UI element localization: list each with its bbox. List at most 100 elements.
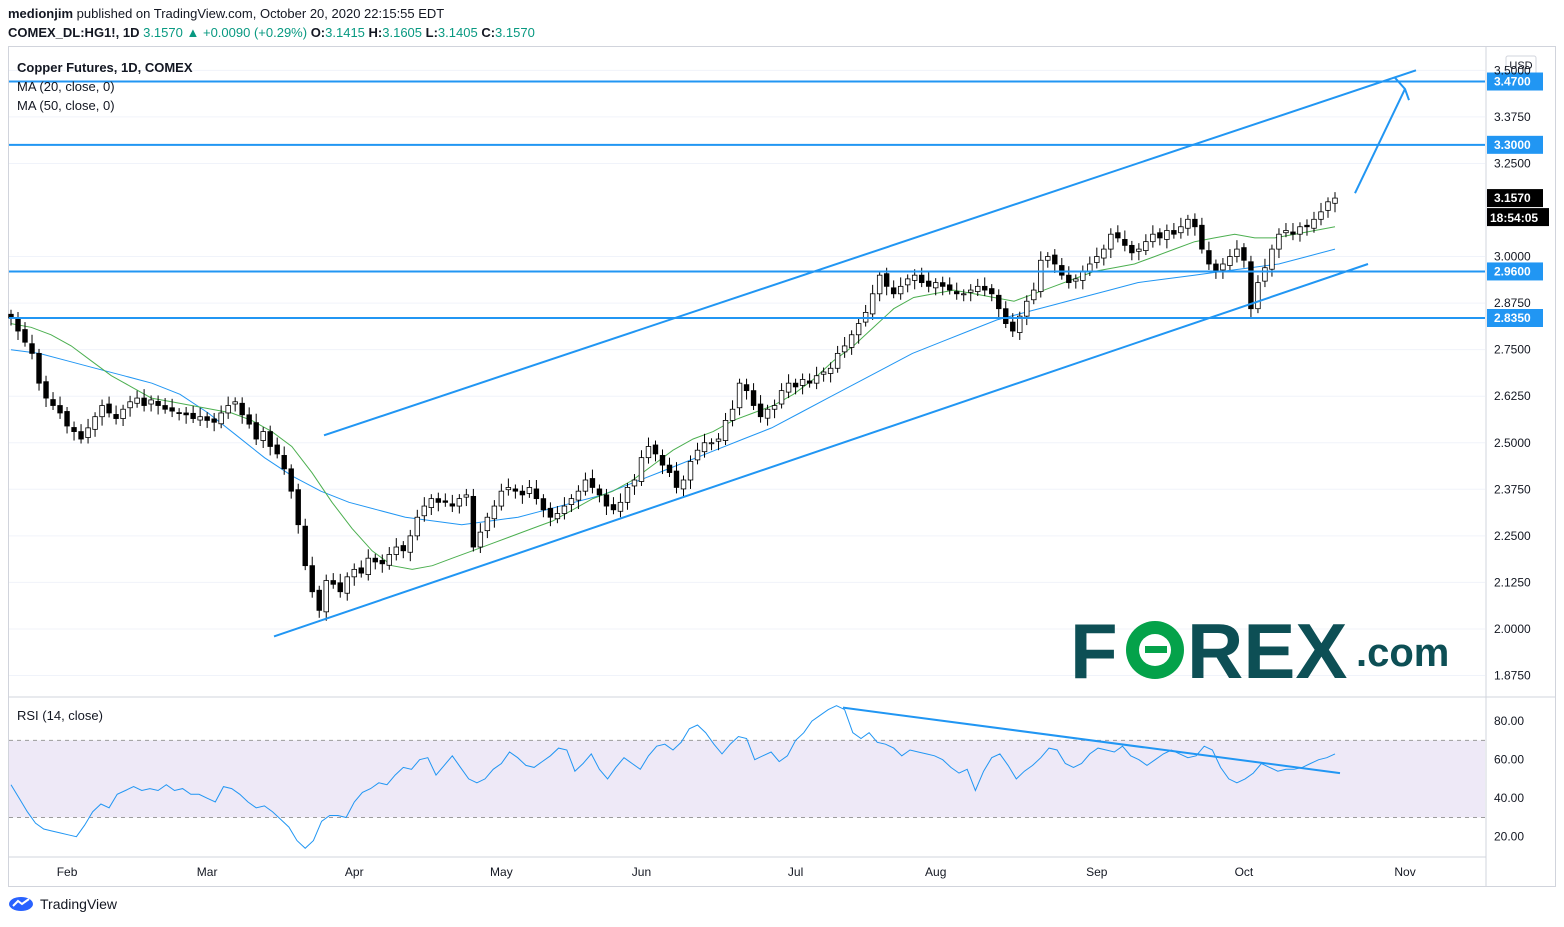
candle — [1227, 249, 1233, 270]
candle — [834, 345, 841, 373]
candle — [484, 512, 491, 539]
candle — [575, 485, 582, 510]
candle — [463, 488, 470, 507]
candle — [498, 483, 505, 511]
last-price: 3.1570 — [143, 25, 183, 40]
candle — [1031, 282, 1037, 305]
candle — [1325, 197, 1331, 218]
tradingview-footer[interactable]: TradingView — [8, 896, 117, 912]
candle — [120, 404, 126, 426]
candle — [890, 280, 897, 299]
ma20-line — [10, 226, 1336, 570]
candle — [309, 556, 315, 598]
candle — [869, 284, 876, 320]
candle — [78, 424, 84, 444]
candle — [996, 289, 1002, 318]
candle — [29, 334, 35, 360]
candle — [113, 405, 119, 425]
month-label: Aug — [925, 865, 946, 879]
candle — [989, 284, 995, 302]
rsi-tick-label: 40.00 — [1494, 791, 1524, 805]
chart-frame — [8, 46, 1556, 887]
candle — [961, 289, 967, 302]
candle — [1066, 266, 1072, 289]
candle — [491, 500, 498, 528]
candle — [449, 494, 456, 513]
candle — [1220, 258, 1226, 279]
candle — [302, 518, 308, 571]
candle — [1262, 258, 1268, 288]
candle — [379, 554, 385, 573]
price-tick-label: 3.0000 — [1494, 250, 1531, 264]
candle — [141, 389, 147, 412]
chart-title: Copper Futures, 1D, COMEX — [17, 60, 193, 75]
projection-arrow-head — [1394, 77, 1410, 101]
candle — [673, 462, 680, 494]
open-value: 3.1415 — [325, 25, 365, 40]
candle — [848, 330, 855, 355]
rsi-tick-label: 60.00 — [1494, 753, 1524, 767]
candle — [1171, 223, 1177, 239]
candle — [1024, 295, 1030, 326]
candle — [862, 304, 869, 327]
forex-logo-f: F — [1070, 607, 1118, 695]
candle — [785, 374, 792, 399]
candle — [50, 392, 56, 410]
candle — [71, 421, 77, 441]
candle — [687, 455, 694, 489]
currency-label: USD — [1509, 60, 1532, 72]
candle — [22, 322, 28, 347]
candle — [1073, 274, 1079, 289]
rsi-tick-label: 80.00 — [1494, 714, 1524, 728]
candle — [1255, 275, 1261, 314]
month-label: Jul — [788, 865, 803, 879]
candle — [1199, 217, 1205, 254]
rsi-tick-label: 20.00 — [1494, 830, 1524, 844]
month-label: Sep — [1086, 865, 1108, 879]
candle — [1038, 251, 1044, 298]
candle — [351, 563, 357, 586]
candle — [253, 413, 259, 445]
candle — [519, 485, 526, 504]
candle — [554, 506, 561, 524]
candle — [904, 274, 911, 293]
svg-text:2.8350: 2.8350 — [1494, 311, 1531, 325]
published-text: published on TradingView.com, October 20… — [76, 6, 445, 21]
candle — [470, 488, 477, 552]
candle — [526, 480, 533, 498]
candle — [729, 400, 736, 427]
candle — [162, 398, 168, 414]
candle — [1101, 244, 1107, 266]
countdown-label: 18:54:05 — [1487, 208, 1549, 227]
price-tick-label: 1.8750 — [1494, 669, 1531, 683]
candle — [43, 375, 49, 408]
candle — [323, 574, 329, 621]
candle — [372, 553, 378, 570]
candle — [610, 497, 617, 515]
candle — [1010, 313, 1016, 337]
candle — [750, 383, 757, 410]
rsi-legend: RSI (14, close) — [17, 708, 103, 723]
candle — [1318, 202, 1324, 226]
candle — [456, 494, 463, 514]
candle — [393, 538, 399, 561]
candle — [1136, 243, 1142, 261]
high-value: 3.1605 — [382, 25, 423, 40]
candle — [813, 366, 820, 390]
candle — [589, 469, 596, 494]
month-label: Jun — [632, 865, 651, 879]
tradingview-brand: TradingView — [40, 896, 118, 912]
rsi-band — [9, 740, 1485, 818]
candle — [281, 446, 287, 475]
candle — [190, 405, 196, 424]
candle — [407, 529, 414, 562]
symbol-label: COMEX_DL:HG1!, 1D — [8, 25, 140, 40]
candle — [982, 277, 988, 297]
candle — [274, 437, 280, 459]
candle — [1059, 258, 1065, 280]
price-tick-label: 2.2500 — [1494, 529, 1531, 543]
candle — [940, 276, 946, 296]
candle — [1045, 252, 1051, 268]
candle — [806, 373, 813, 388]
